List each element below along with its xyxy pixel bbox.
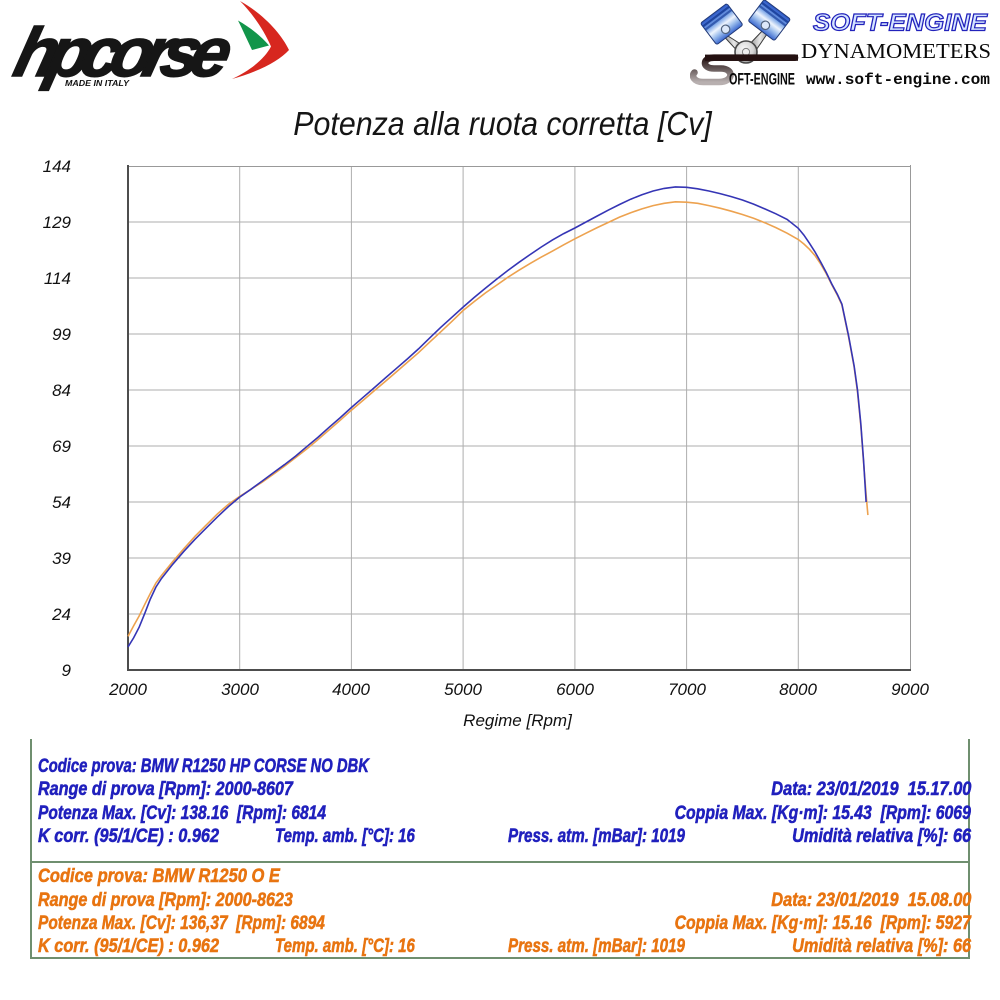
svg-text:OFT-ENGINE: OFT-ENGINE	[729, 70, 795, 89]
svg-text:hpcorse: hpcorse	[7, 14, 238, 91]
svg-text:SOFT-ENGINE: SOFT-ENGINE	[813, 10, 988, 37]
svg-text:www.soft-engine.com: www.soft-engine.com	[806, 71, 990, 89]
svg-text:MADE IN ITALY: MADE IN ITALY	[65, 78, 130, 88]
svg-text:DYNAMOMETERS: DYNAMOMETERS	[801, 39, 991, 63]
